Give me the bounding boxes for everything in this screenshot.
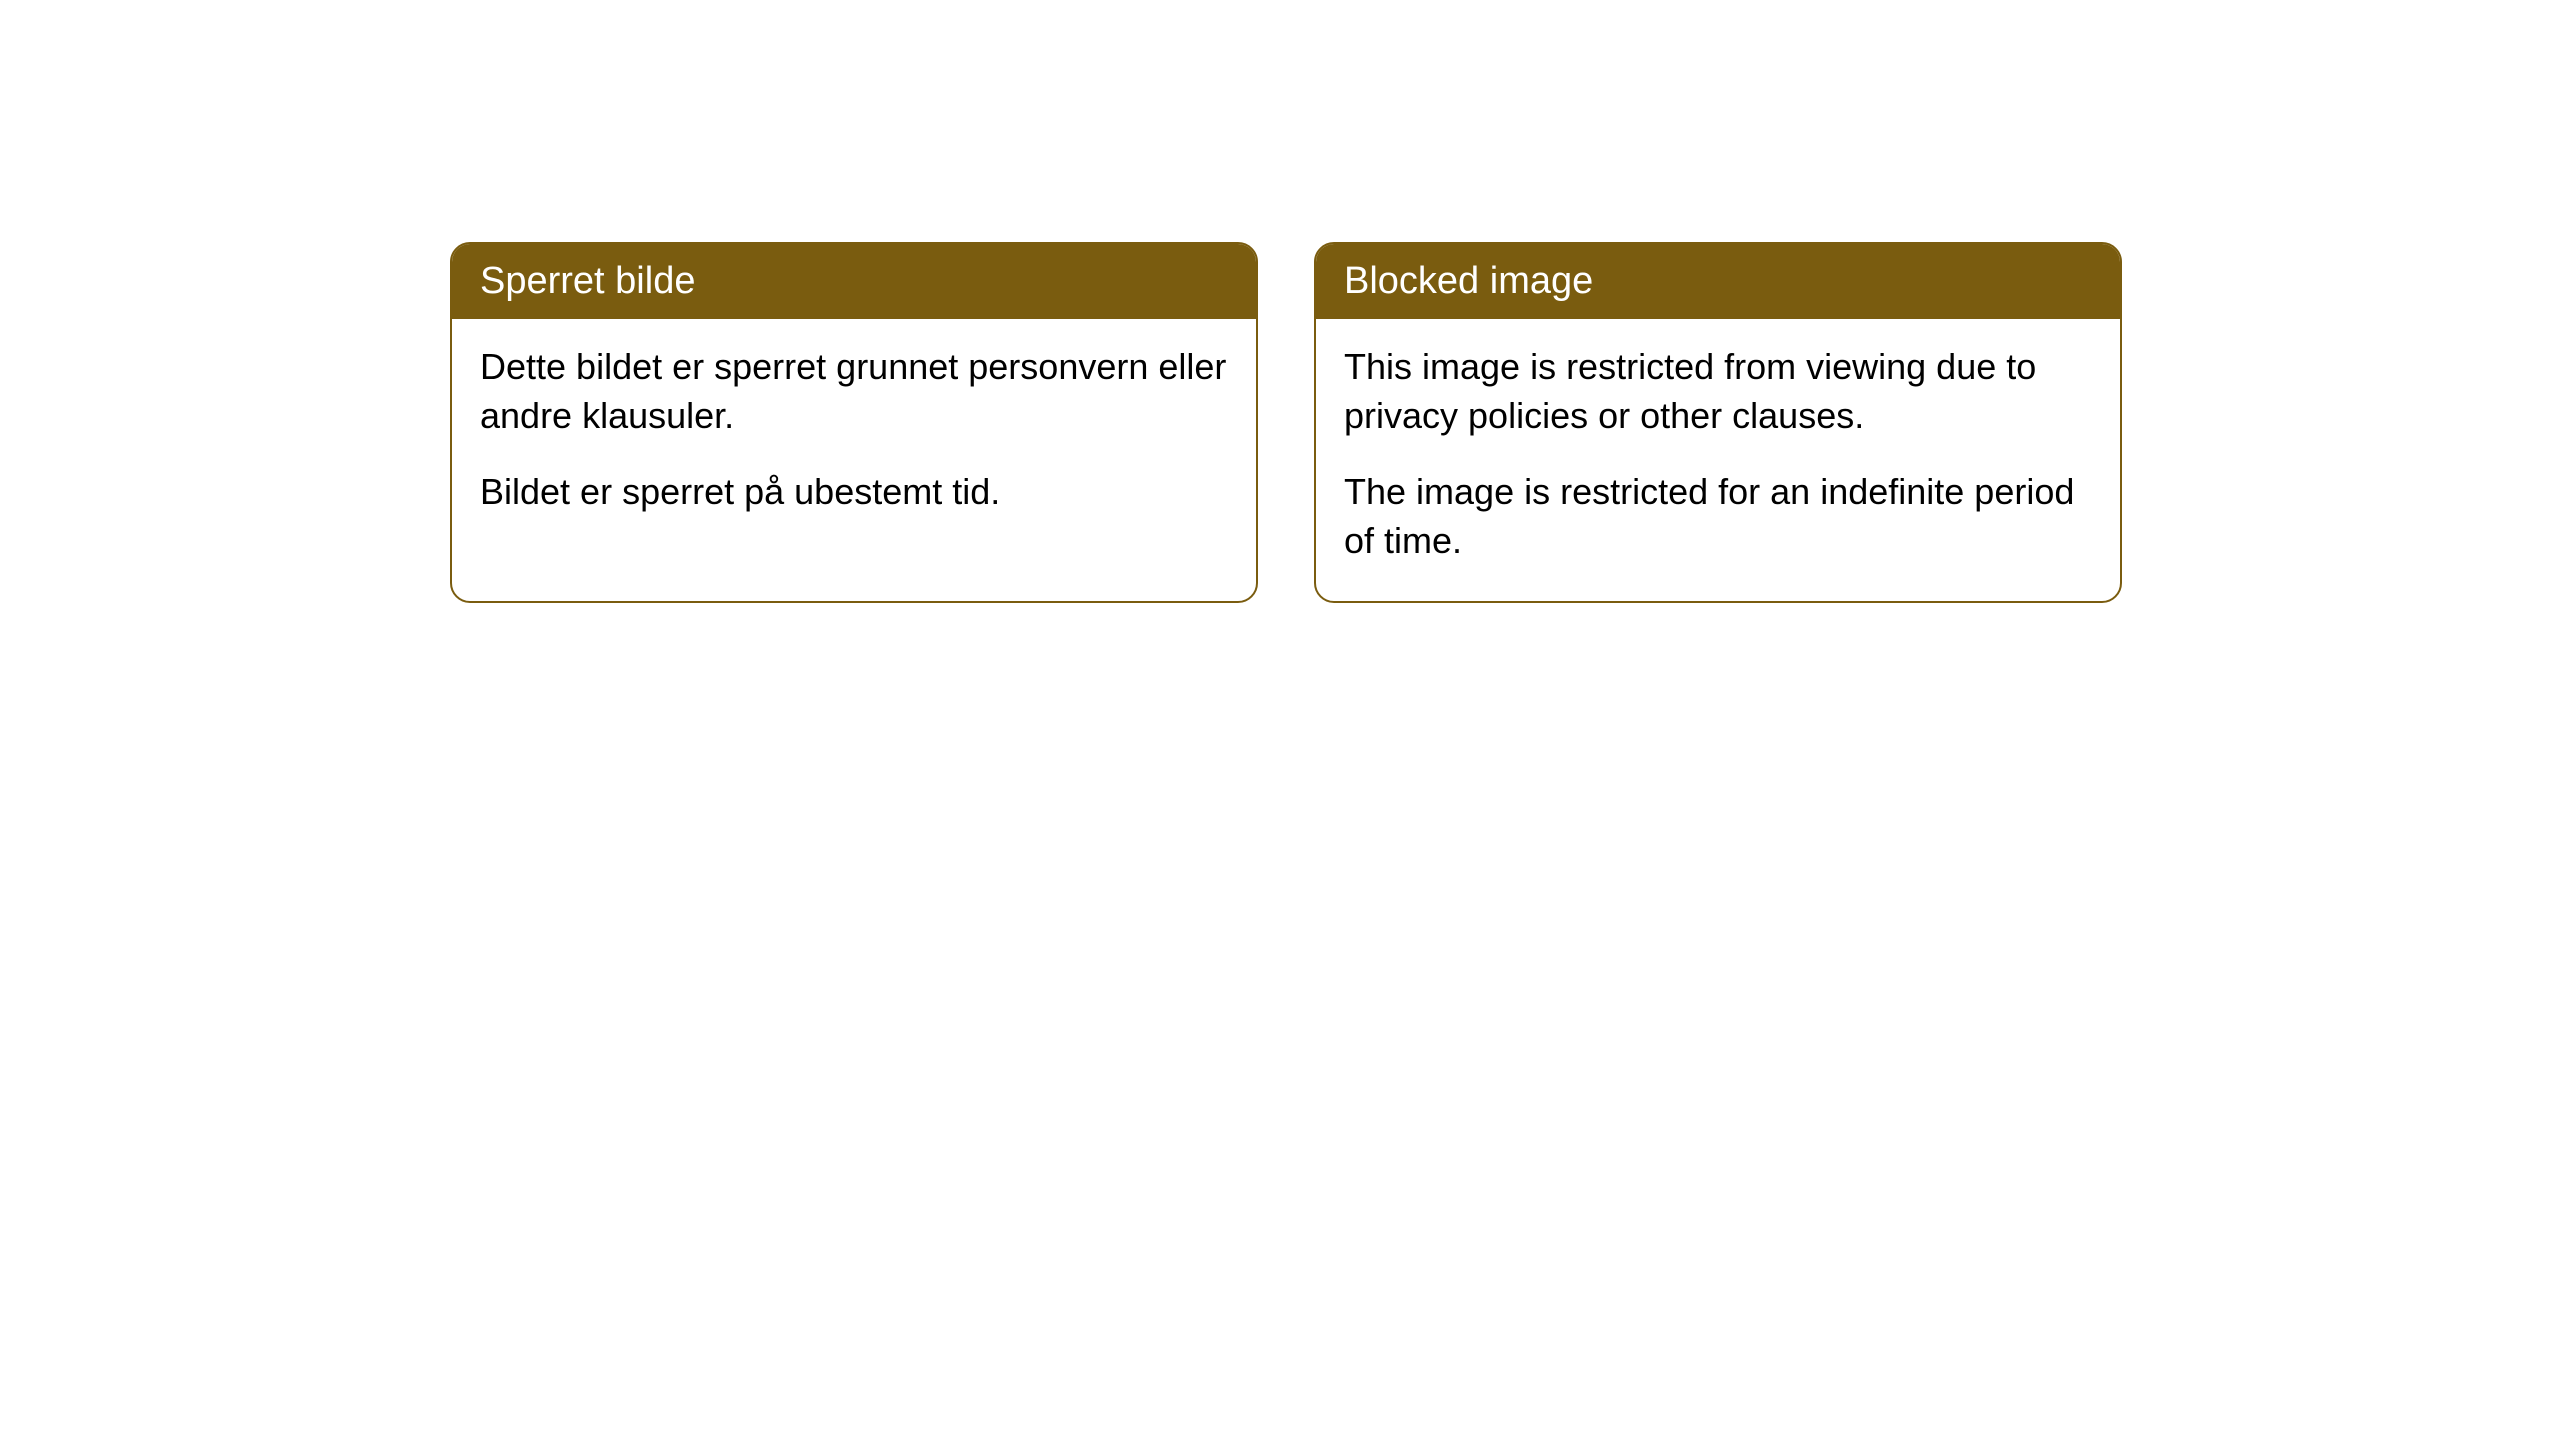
- card-text-2-english: The image is restricted for an indefinit…: [1344, 468, 2092, 565]
- card-body-norwegian: Dette bildet er sperret grunnet personve…: [452, 319, 1256, 553]
- card-body-english: This image is restricted from viewing du…: [1316, 319, 2120, 601]
- card-header-english: Blocked image: [1316, 244, 2120, 319]
- card-text-2-norwegian: Bildet er sperret på ubestemt tid.: [480, 468, 1228, 517]
- cards-container: Sperret bilde Dette bildet er sperret gr…: [450, 242, 2122, 603]
- card-text-1-english: This image is restricted from viewing du…: [1344, 343, 2092, 440]
- blocked-image-card-english: Blocked image This image is restricted f…: [1314, 242, 2122, 603]
- card-text-1-norwegian: Dette bildet er sperret grunnet personve…: [480, 343, 1228, 440]
- card-header-norwegian: Sperret bilde: [452, 244, 1256, 319]
- blocked-image-card-norwegian: Sperret bilde Dette bildet er sperret gr…: [450, 242, 1258, 603]
